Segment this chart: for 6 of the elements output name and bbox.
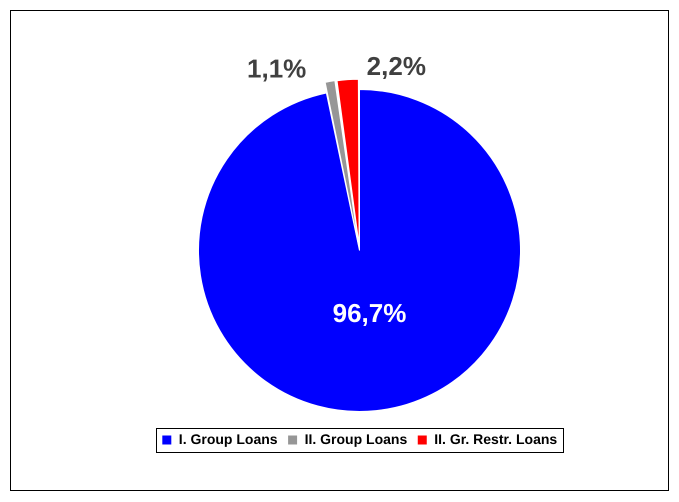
legend-label: II. Gr. Restr. Loans <box>434 430 558 447</box>
legend-label: II. Group Loans <box>304 430 408 447</box>
data-label: 96,7% <box>332 298 406 328</box>
legend-label: I. Group Loans <box>178 430 278 447</box>
data-label: 2,2% <box>366 51 426 82</box>
data-label: 1,1% <box>247 54 306 84</box>
